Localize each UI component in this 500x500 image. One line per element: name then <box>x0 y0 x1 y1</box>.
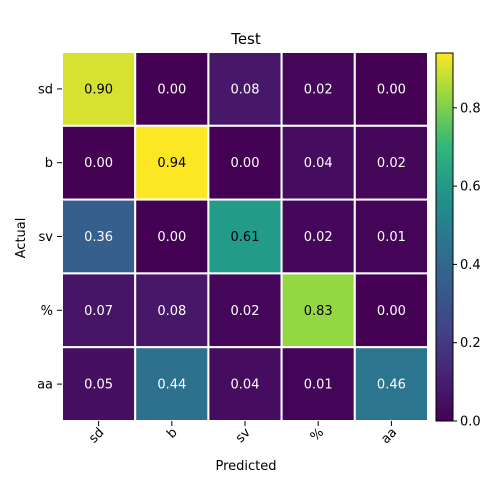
y-tick-label: aa <box>37 378 53 393</box>
cell-value-label: 0.44 <box>157 378 186 393</box>
y-axis-ticks: sd b sv% aa <box>37 82 62 393</box>
cell-value-label: 0.00 <box>157 230 186 245</box>
heatmap-cell-labels: 0.90 0.00 0.08 0.02 0.00 0.00 0.94 0.00 0.04 0.02… <box>84 82 406 392</box>
y-tick-label: % <box>41 304 53 319</box>
x-tick-label: b <box>164 425 180 441</box>
heatmap-cell <box>134 272 210 349</box>
cell-value-label: 0.02 <box>231 304 260 319</box>
x-tick-label: aa <box>378 425 400 447</box>
heatmap-cell <box>134 346 210 423</box>
cell-value-label: 0.94 <box>157 156 186 171</box>
x-axis-label: Predicted <box>215 459 276 474</box>
heatmap-cell <box>280 198 356 275</box>
x-axis-ticks: sd b sv% aa <box>86 421 400 447</box>
colorbar-tick-label: 0.0 <box>460 415 481 430</box>
cell-value-label: 0.07 <box>84 304 113 319</box>
cell-value-label: 0.02 <box>304 82 333 97</box>
cell-value-label: 0.36 <box>84 230 113 245</box>
cell-value-label: 0.01 <box>304 378 333 393</box>
x-tick-label: sd <box>86 425 107 446</box>
cell-value-label: 0.04 <box>231 378 260 393</box>
cell-value-label: 0.46 <box>377 378 406 393</box>
colorbar-gradient <box>435 52 454 422</box>
x-tick-label: sv <box>233 425 254 446</box>
heatmap-cell <box>280 272 356 349</box>
heatmap-cell <box>353 124 429 201</box>
cell-value-label: 0.04 <box>304 156 333 171</box>
cell-value-label: 0.61 <box>231 230 260 245</box>
colorbar-tick-label: 0.2 <box>460 336 481 351</box>
cell-value-label: 0.00 <box>231 156 260 171</box>
cell-value-label: 0.00 <box>377 82 406 97</box>
colorbar-tick-label: 0.6 <box>460 180 481 195</box>
heatmap-cell <box>207 272 283 349</box>
heatmap-cells <box>61 51 429 423</box>
cell-value-label: 0.83 <box>304 304 333 319</box>
cell-value-label: 0.00 <box>157 82 186 97</box>
y-axis-label: Actual <box>14 218 29 259</box>
heatmap-cell <box>207 124 283 201</box>
cell-value-label: 0.00 <box>377 304 406 319</box>
y-tick-label: sd <box>38 82 53 97</box>
cell-value-label: 0.05 <box>84 378 113 393</box>
heatmap-cell <box>134 198 210 275</box>
cell-value-label: 0.02 <box>377 156 406 171</box>
y-tick-label: sv <box>39 230 54 245</box>
colorbar-tick-label: 0.8 <box>460 101 481 116</box>
heatmap-cell <box>353 272 429 349</box>
heatmap-cell <box>61 346 137 423</box>
cell-value-label: 0.00 <box>84 156 113 171</box>
cell-value-label: 0.02 <box>304 230 333 245</box>
chart-title: Test <box>230 30 261 48</box>
cell-value-label: 0.90 <box>84 82 113 97</box>
cell-value-label: 0.08 <box>231 82 260 97</box>
x-tick-label: % <box>308 425 327 444</box>
cell-value-label: 0.08 <box>157 304 186 319</box>
colorbar: 0.0 0.2 0.4 0.6 0.8 <box>435 52 481 430</box>
heatmap-cell <box>134 51 210 127</box>
heatmap-cell <box>207 346 283 423</box>
cell-value-label: 0.01 <box>377 230 406 245</box>
y-tick-label: b <box>45 156 53 171</box>
colorbar-tick-label: 0.4 <box>460 258 481 273</box>
